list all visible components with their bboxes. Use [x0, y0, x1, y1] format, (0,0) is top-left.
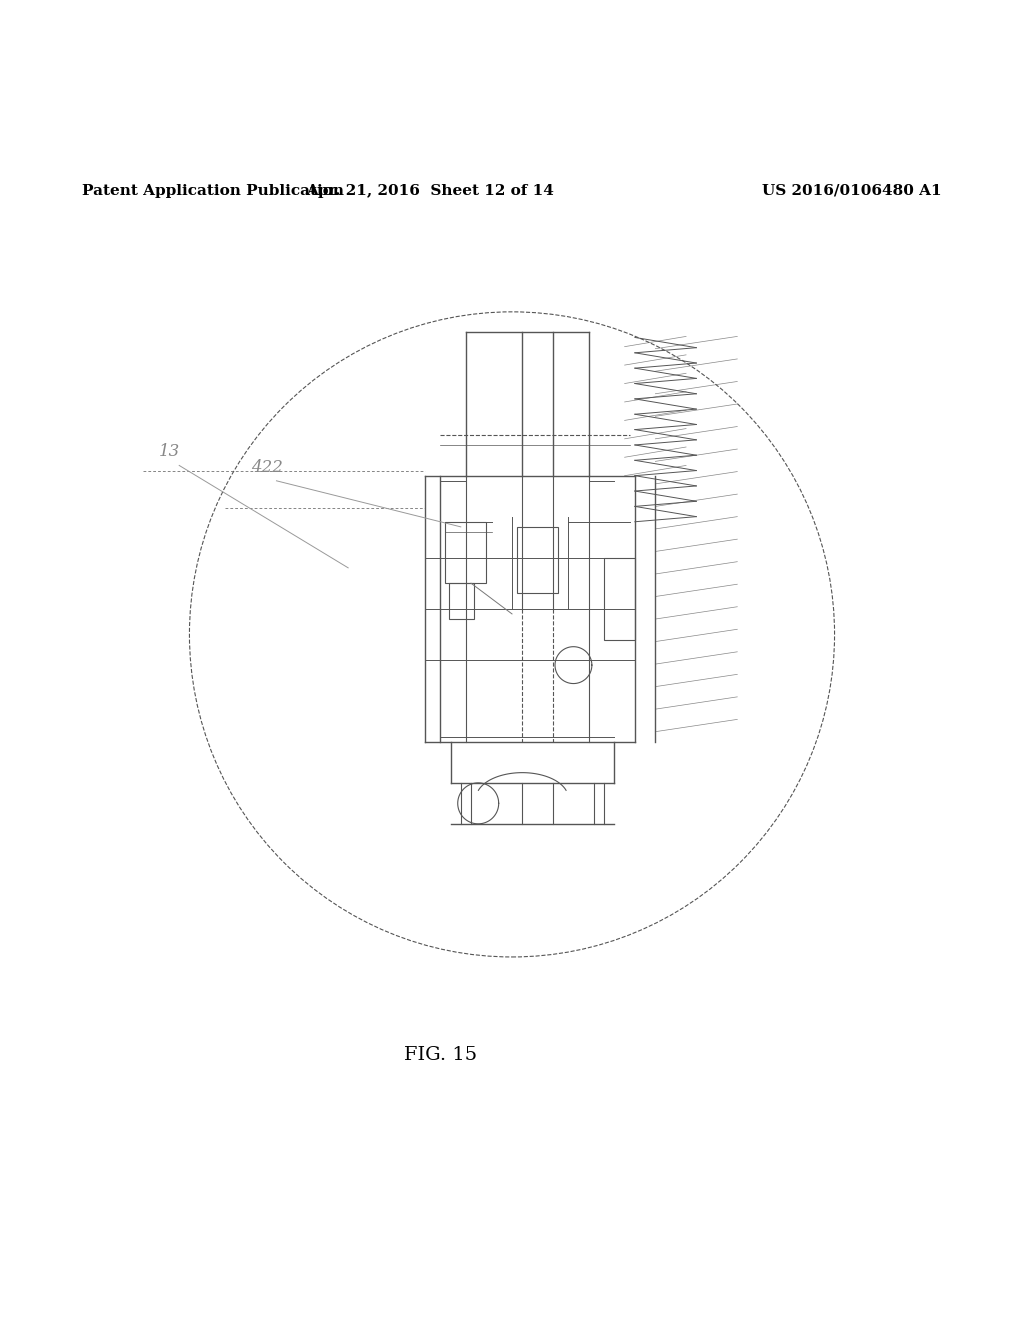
- Text: 13: 13: [159, 444, 180, 461]
- Text: Apr. 21, 2016  Sheet 12 of 14: Apr. 21, 2016 Sheet 12 of 14: [306, 183, 554, 198]
- Text: US 2016/0106480 A1: US 2016/0106480 A1: [763, 183, 942, 198]
- Text: 422: 422: [251, 458, 283, 475]
- Bar: [604, 557, 635, 639]
- Bar: [445, 521, 486, 583]
- Bar: [449, 583, 474, 619]
- Bar: [517, 527, 558, 594]
- Text: FIG. 15: FIG. 15: [403, 1047, 477, 1064]
- Text: Patent Application Publication: Patent Application Publication: [82, 183, 344, 198]
